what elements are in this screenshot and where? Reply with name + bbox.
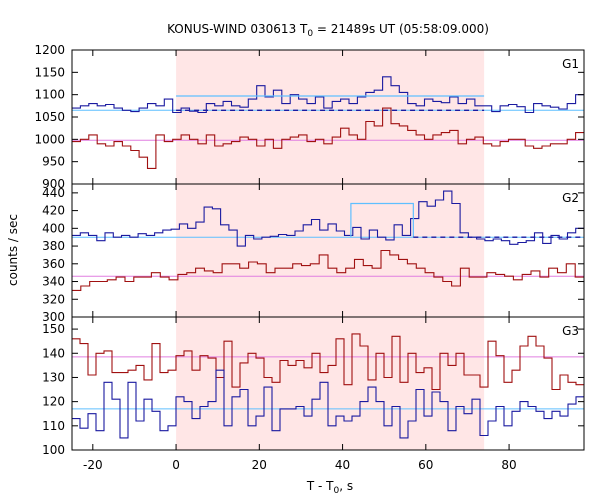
x-tick-label: 80 [501, 458, 516, 472]
y-tick-label: 1100 [34, 88, 65, 102]
y-tick-label: 1050 [34, 110, 65, 124]
x-tick-label: 20 [252, 458, 267, 472]
series-red-step [72, 249, 584, 291]
series-blue-step [72, 369, 584, 439]
y-tick-label: 360 [42, 257, 65, 271]
y-tick-label: 1000 [34, 132, 65, 146]
panel-label: G3 [562, 324, 579, 338]
chart-title: KONUS-WIND 030613 T0 = 21489s UT (05:58:… [167, 22, 489, 39]
panel-label: G1 [562, 57, 579, 71]
y-tick-label: 300 [42, 310, 65, 324]
panel-g1: 900 950 1000 1050 1100 1150 1200 G1 [34, 43, 585, 191]
panel-frame [71, 316, 585, 451]
y-tick-label: 380 [42, 239, 65, 253]
panel-plot-area [72, 50, 584, 184]
y-axis-label: counts / sec [6, 214, 20, 286]
y-tick-label: 900 [42, 177, 65, 191]
x-axis-label: T - T0, s [306, 479, 353, 496]
y-tick-label: 440 [42, 186, 65, 200]
series-blue-step [72, 190, 584, 247]
series-red-step [72, 333, 584, 391]
y-tick-label: 150 [42, 322, 65, 336]
series-red-step [72, 107, 584, 169]
fit-level [350, 202, 414, 238]
x-tick-label: 40 [335, 458, 350, 472]
y-tick-label: 100 [42, 443, 65, 457]
y-tick-label: 130 [42, 370, 65, 384]
burst-interval-shade [176, 317, 485, 450]
y-tick-label: 420 [42, 204, 65, 218]
x-tick-label: -20 [83, 458, 103, 472]
panel-label: G2 [562, 191, 579, 205]
y-tick-label: 340 [42, 275, 65, 289]
y-tick-label: 140 [42, 346, 65, 360]
y-tick-label: 1150 [34, 65, 65, 79]
y-tick-label: 110 [42, 419, 65, 433]
y-tick-label: 1200 [34, 43, 65, 57]
series-blue-step [72, 76, 584, 114]
panel-plot-area [72, 184, 584, 317]
burst-interval-shade [176, 50, 485, 184]
y-tick-label: 320 [42, 292, 65, 306]
panel-g3: 100 110 120 130 140 150 G3 [42, 316, 585, 457]
x-tick-label: 60 [418, 458, 433, 472]
burst-interval-shade [176, 184, 485, 317]
panel-g2: 300 320 340 360 380 400 420 440 G2 [42, 183, 585, 324]
y-tick-label: 120 [42, 395, 65, 409]
y-tick-label: 950 [42, 155, 65, 169]
y-tick-label: 400 [42, 221, 65, 235]
x-tick-label: 0 [172, 458, 180, 472]
panel-plot-area [72, 317, 584, 450]
